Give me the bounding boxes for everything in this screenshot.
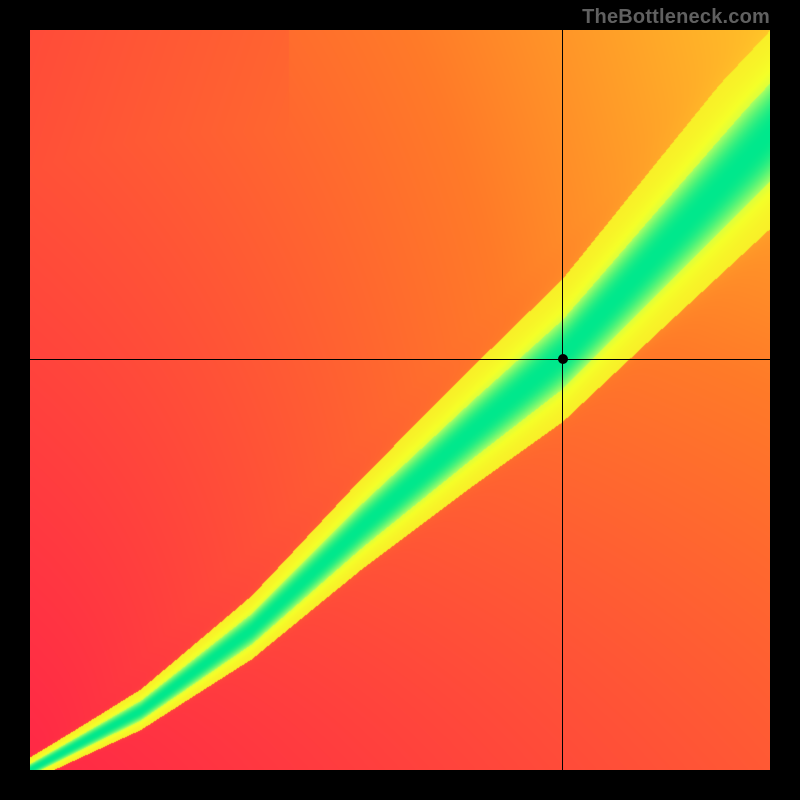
bottleneck-heatmap xyxy=(30,30,770,770)
watermark-text: TheBottleneck.com xyxy=(582,6,770,29)
crosshair-vertical xyxy=(562,30,563,770)
chart-frame: TheBottleneck.com xyxy=(0,0,800,800)
plot-area xyxy=(30,30,770,770)
marker-point xyxy=(558,354,568,364)
crosshair-horizontal xyxy=(30,359,770,360)
